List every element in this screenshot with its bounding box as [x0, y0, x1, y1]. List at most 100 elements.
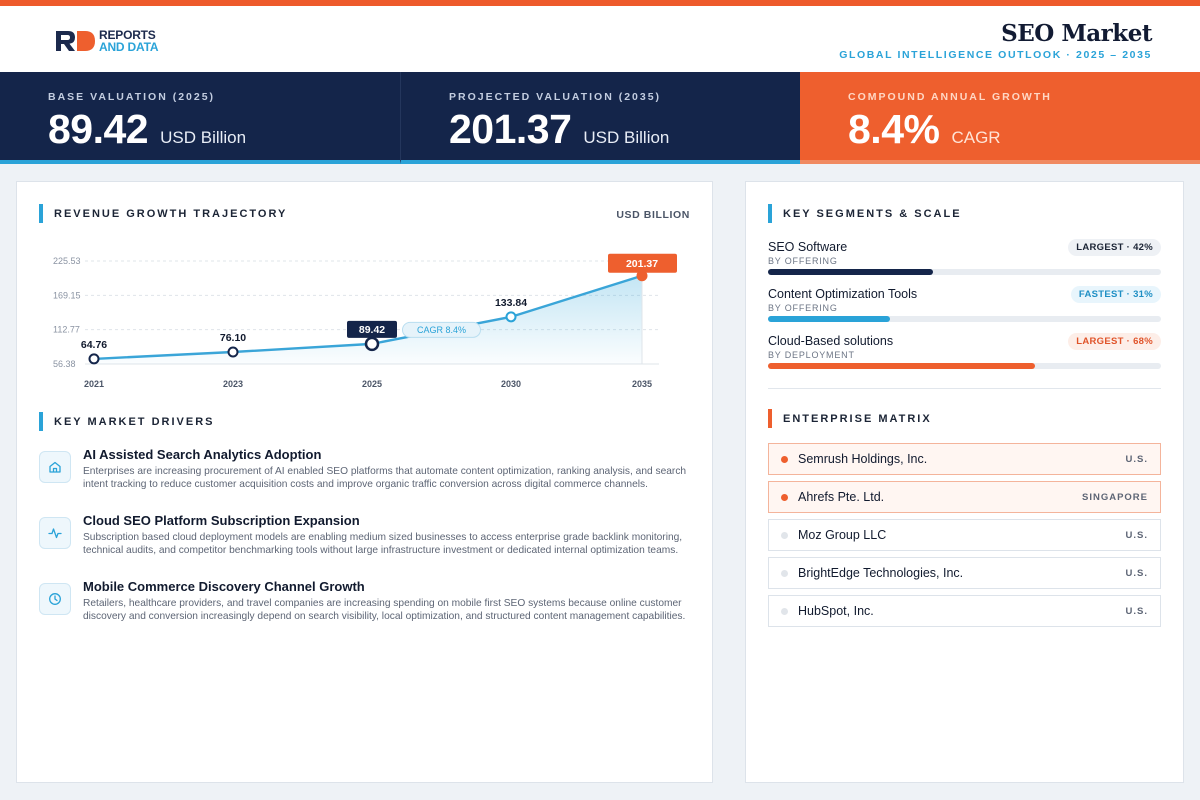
logo-line-1: REPORTS	[99, 28, 156, 42]
enterprise-row[interactable]: Moz Group LLC U.S.	[768, 519, 1161, 551]
segment-name: Content Optimization Tools	[768, 287, 918, 301]
kpi-unit: CAGR	[951, 128, 1001, 147]
status-dot	[781, 608, 788, 615]
segment-bar-track	[768, 269, 1161, 275]
kpi-value: 89.42	[48, 106, 149, 152]
logo-mark-icon	[56, 31, 95, 51]
driver-title: Mobile Commerce Discovery Channel Growth	[83, 579, 365, 594]
segment-bar-fill	[768, 269, 934, 275]
data-label: 89.42	[359, 324, 385, 336]
kpi-value-group: 89.42 USD Billion	[48, 106, 246, 153]
left-card: REVENUE GROWTH TRAJECTORY USD BILLION 56…	[16, 181, 713, 783]
enterprise-name: Ahrefs Pte. Ltd.	[798, 490, 885, 504]
segment-badge: LARGEST · 68%	[1068, 333, 1161, 350]
segment-badge: FASTEST · 31%	[1070, 286, 1161, 303]
segment-item: SEO Software BY OFFERING LARGEST · 42%	[768, 239, 1161, 287]
driver-description: Enterprises are increasing procurement o…	[83, 466, 687, 490]
x-tick-label: 2030	[501, 379, 521, 389]
kpi-strip: BASE VALUATION (2025) 89.42 USD Billion …	[0, 72, 1200, 164]
segment-item: Content Optimization Tools BY OFFERING F…	[768, 286, 1161, 334]
segment-bar-track	[768, 363, 1161, 369]
data-point	[505, 311, 517, 323]
kpi-value-group: 8.4% CAGR	[848, 106, 1001, 153]
section-title-drivers: KEY MARKET DRIVERS	[39, 412, 214, 431]
right-card: KEY SEGMENTS & SCALE SEO Software BY OFF…	[745, 181, 1184, 783]
drivers-list: AI Assisted Search Analytics Adoption En…	[39, 447, 694, 645]
clock-icon	[39, 583, 71, 615]
segment-bar-fill	[768, 363, 1036, 369]
section-title-matrix: ENTERPRISE MATRIX	[768, 409, 932, 428]
kpi-unit: USD Billion	[583, 128, 670, 147]
x-tick-label: 2035	[632, 379, 652, 389]
segment-name: SEO Software	[768, 240, 848, 254]
kpi-value: 8.4%	[848, 106, 940, 152]
cagr-annotation-text: CAGR 8.4%	[417, 325, 466, 335]
enterprise-matrix: Semrush Holdings, Inc. U.S. Ahrefs Pte. …	[768, 443, 1161, 633]
section-accent-bar	[39, 204, 43, 223]
status-dot	[781, 570, 788, 577]
kpi-cagr: COMPOUND ANNUAL GROWTH 8.4% CAGR	[800, 72, 1200, 164]
enterprise-location: U.S.	[1125, 454, 1148, 465]
series-area	[94, 275, 642, 364]
y-tick-label: 56.38	[53, 359, 76, 369]
data-label: 201.37	[626, 258, 658, 270]
segment-bar-track	[768, 316, 1161, 322]
enterprise-name: Semrush Holdings, Inc.	[798, 452, 928, 466]
page-subtitle: GLOBAL INTELLIGENCE OUTLOOK · 2025 – 203…	[839, 49, 1152, 61]
driver-title: AI Assisted Search Analytics Adoption	[83, 447, 322, 462]
enterprise-location: U.S.	[1125, 606, 1148, 617]
driver-item: Mobile Commerce Discovery Channel Growth…	[39, 579, 694, 645]
enterprise-location: SINGAPORE	[1081, 492, 1148, 503]
enterprise-location: U.S.	[1125, 530, 1148, 541]
status-dot	[781, 532, 788, 539]
data-label-box	[608, 253, 677, 273]
data-label: 76.10	[220, 332, 246, 344]
header: REPORTS AND DATA SEO Market GLOBAL INTEL…	[0, 6, 1200, 72]
kpi-value-group: 201.37 USD Billion	[449, 106, 669, 153]
activity-icon	[39, 517, 71, 549]
section-accent-bar	[768, 409, 772, 428]
kpi-label: BASE VALUATION (2025)	[48, 91, 216, 103]
segments-list: SEO Software BY OFFERING LARGEST · 42% C…	[768, 239, 1161, 381]
data-label-box	[347, 320, 397, 338]
logo-text: REPORTS AND DATA	[99, 29, 158, 53]
x-tick-label: 2021	[84, 379, 104, 389]
driver-title: Cloud SEO Platform Subscription Expansio…	[83, 513, 360, 528]
data-label: 133.84	[495, 297, 527, 309]
enterprise-row[interactable]: HubSpot, Inc. U.S.	[768, 595, 1161, 627]
driver-description: Subscription based cloud deployment mode…	[83, 532, 683, 556]
revenue-chart: 56.38 112.77 169.15 225.53 2021 2023 2025 2030 2…	[53, 253, 677, 389]
section-divider	[768, 388, 1161, 389]
segment-item: Cloud-Based solutions BY DEPLOYMENT LARG…	[768, 333, 1161, 381]
kpi-label: PROJECTED VALUATION (2035)	[449, 91, 662, 103]
top-accent-bar	[0, 0, 1200, 6]
enterprise-row[interactable]: BrightEdge Technologies, Inc. U.S.	[768, 557, 1161, 589]
y-tick-label: 112.77	[53, 325, 80, 335]
data-point	[636, 270, 648, 282]
driver-item: Cloud SEO Platform Subscription Expansio…	[39, 513, 694, 579]
segment-bar-fill	[768, 316, 890, 322]
kpi-label: COMPOUND ANNUAL GROWTH	[848, 91, 1052, 103]
section-title-text: KEY MARKET DRIVERS	[54, 415, 215, 428]
section-title-trajectory: REVENUE GROWTH TRAJECTORY	[39, 204, 287, 223]
kpi-unit: USD Billion	[160, 128, 247, 147]
driver-description: Retailers, healthcare providers, and tra…	[83, 598, 686, 622]
status-dot	[781, 494, 788, 501]
logo-line-2: AND DATA	[99, 40, 159, 54]
driver-item: AI Assisted Search Analytics Adoption En…	[39, 447, 694, 513]
enterprise-name: HubSpot, Inc.	[798, 604, 874, 618]
enterprise-location: U.S.	[1125, 568, 1148, 579]
chart-unit-label: USD BILLION	[616, 209, 690, 221]
page-title: SEO Market	[1001, 20, 1152, 47]
kpi-value: 201.37	[449, 106, 572, 152]
kpi-base-valuation: BASE VALUATION (2025) 89.42 USD Billion	[0, 72, 400, 164]
enterprise-row[interactable]: Ahrefs Pte. Ltd. SINGAPORE	[768, 481, 1161, 513]
section-title-text: ENTERPRISE MATRIX	[783, 412, 932, 425]
segment-category: BY OFFERING	[768, 303, 838, 313]
data-label: 64.76	[81, 339, 107, 351]
kpi-projected-valuation: PROJECTED VALUATION (2035) 201.37 USD Bi…	[400, 72, 800, 164]
section-title-text: KEY SEGMENTS & SCALE	[783, 207, 962, 220]
logo[interactable]: REPORTS AND DATA	[55, 28, 158, 54]
status-dot	[781, 456, 788, 463]
enterprise-row[interactable]: Semrush Holdings, Inc. U.S.	[768, 443, 1161, 475]
